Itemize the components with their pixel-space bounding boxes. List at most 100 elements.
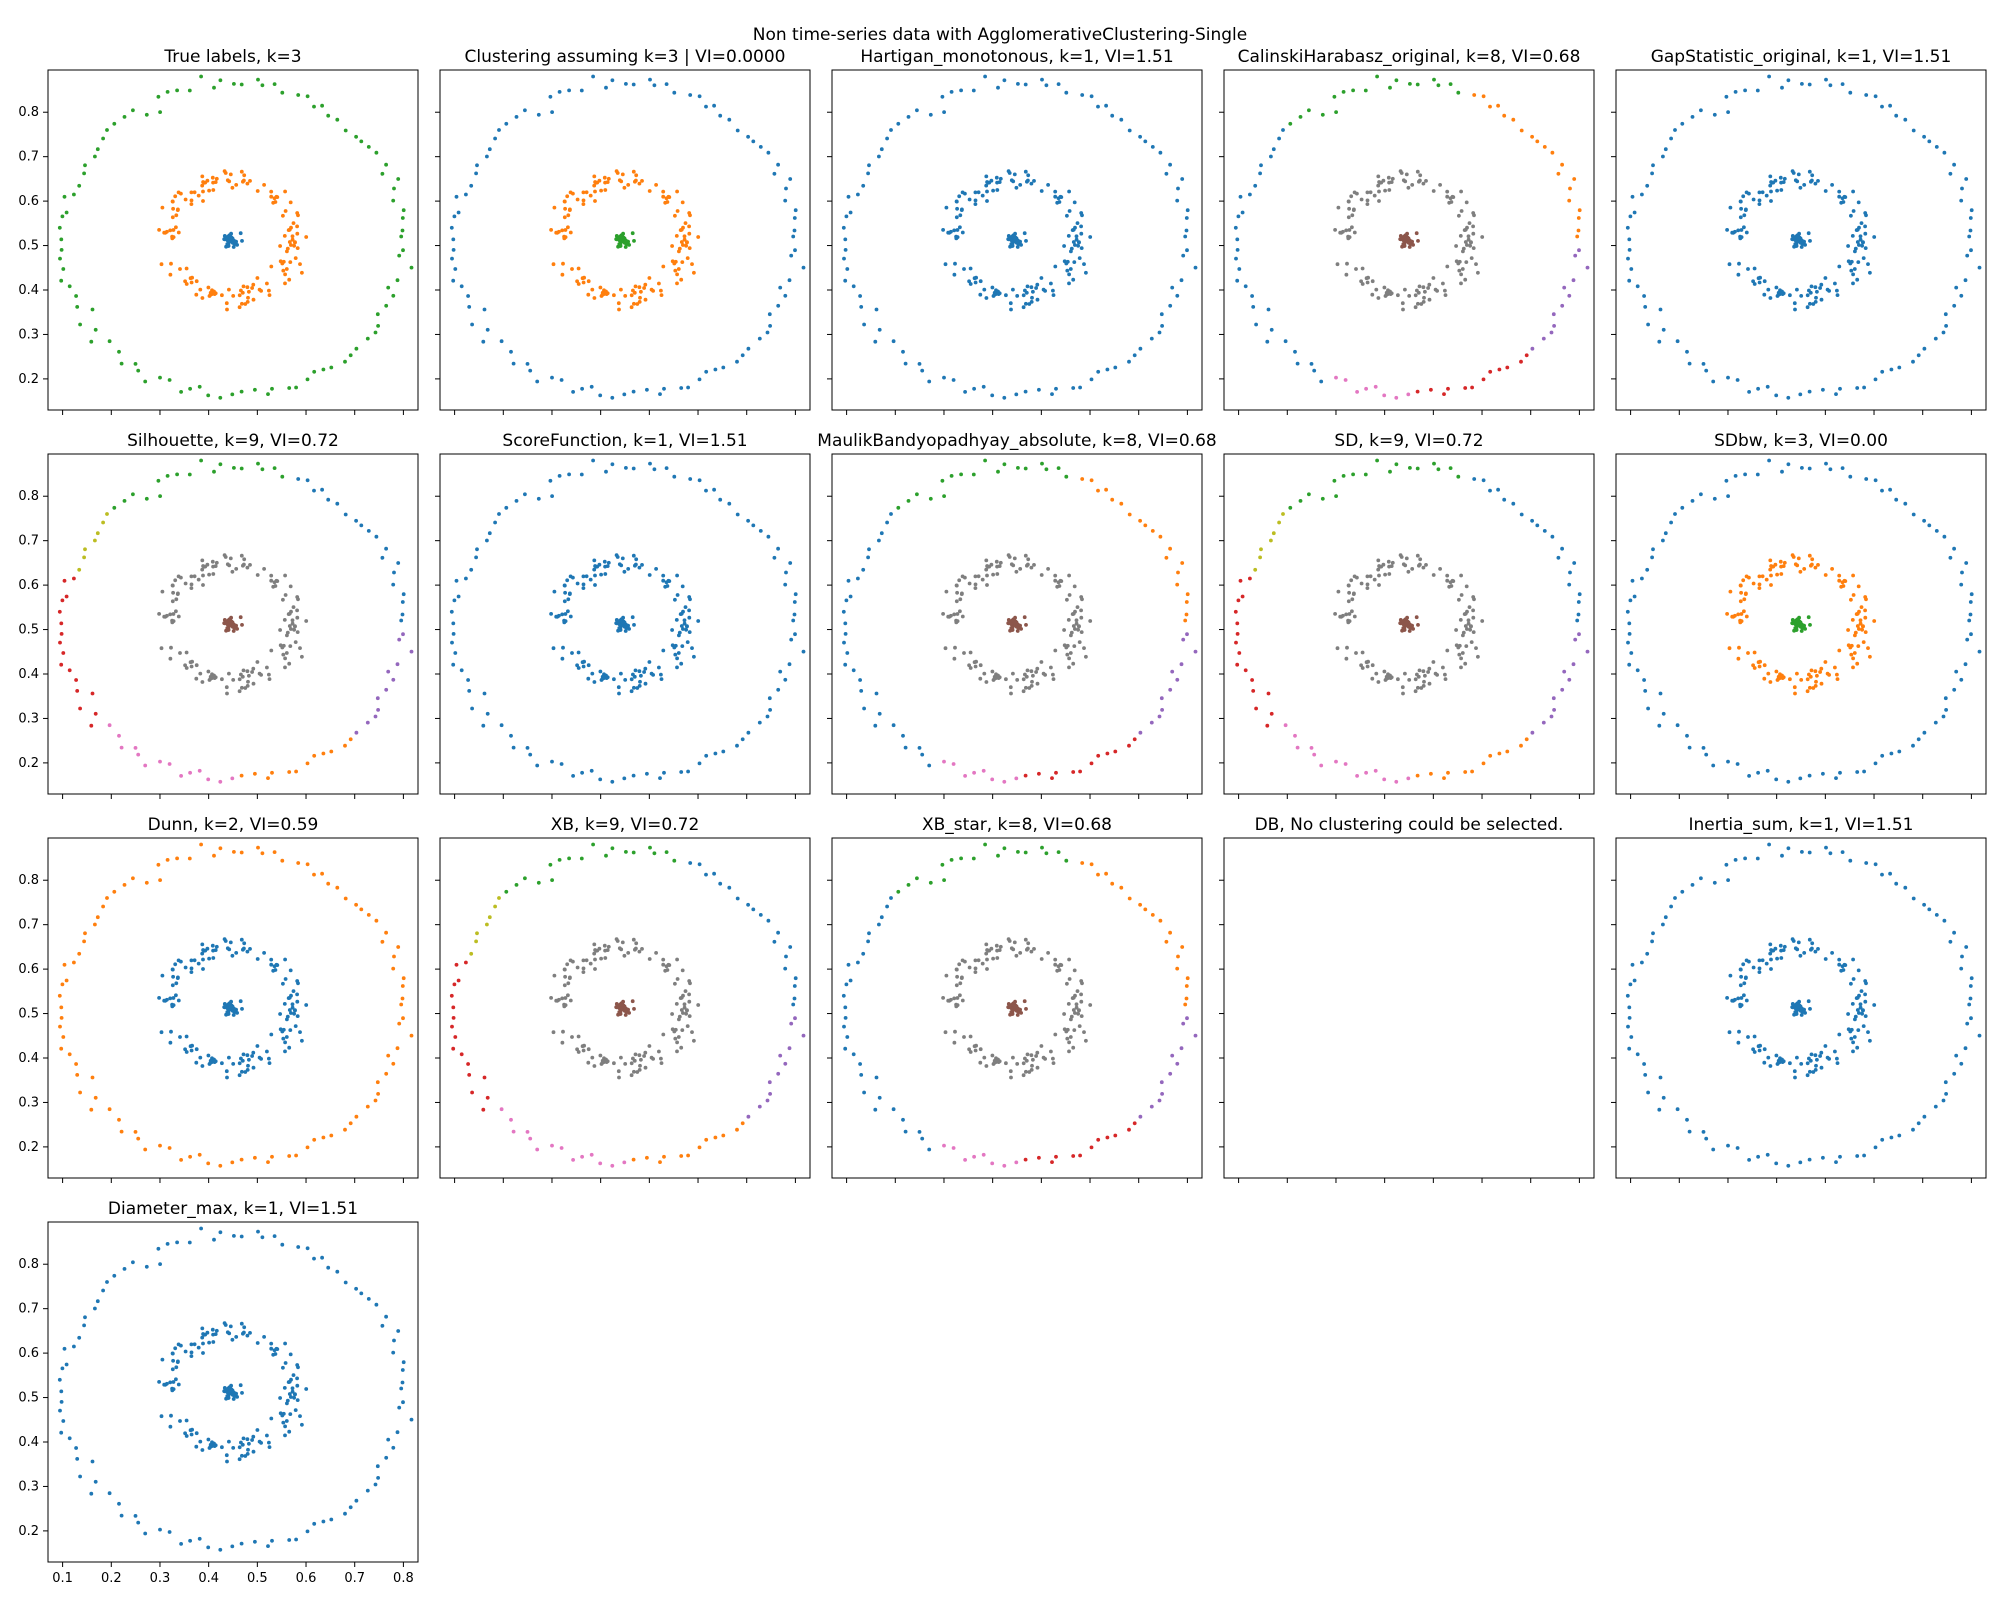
data-point xyxy=(1807,389,1812,394)
data-point xyxy=(1965,637,1970,642)
data-point xyxy=(1480,619,1485,623)
data-point xyxy=(250,286,255,290)
data-point xyxy=(1044,83,1049,88)
data-point xyxy=(1669,520,1673,525)
data-point xyxy=(842,256,846,261)
data-point xyxy=(122,115,127,119)
data-point xyxy=(1738,236,1743,241)
data-point xyxy=(260,467,265,472)
data-point xyxy=(294,1153,298,1158)
data-point xyxy=(1021,677,1026,682)
data-point xyxy=(270,386,274,391)
data-point xyxy=(194,663,199,668)
data-point xyxy=(1863,595,1868,599)
data-point xyxy=(862,1090,866,1095)
data-point xyxy=(1030,1063,1034,1068)
data-point xyxy=(1977,265,1982,270)
data-point xyxy=(255,1428,260,1432)
data-point xyxy=(1461,633,1465,638)
data-point xyxy=(1443,677,1448,681)
data-point xyxy=(230,953,235,958)
axes-frame xyxy=(1223,69,1595,411)
data-point xyxy=(470,1090,474,1095)
data-point xyxy=(158,494,163,498)
data-point xyxy=(973,280,978,285)
data-point xyxy=(1736,656,1741,661)
data-point xyxy=(1747,1158,1751,1162)
data-point xyxy=(285,1401,289,1406)
data-point xyxy=(1650,555,1654,560)
data-point xyxy=(296,477,301,481)
data-point xyxy=(1376,567,1381,572)
data-point xyxy=(453,651,458,655)
data-point xyxy=(1815,673,1819,678)
data-point xyxy=(1077,624,1081,629)
data-point xyxy=(1724,478,1729,483)
data-point xyxy=(579,472,584,477)
data-point xyxy=(675,656,679,661)
data-point xyxy=(1756,386,1760,391)
data-point xyxy=(1080,477,1085,481)
data-point xyxy=(240,301,244,306)
data-point xyxy=(1733,90,1738,94)
data-point xyxy=(1251,689,1256,693)
axes-frame xyxy=(1223,837,1595,1179)
data-point xyxy=(787,1046,792,1051)
data-point xyxy=(998,176,1003,181)
data-point xyxy=(1064,645,1069,650)
data-point xyxy=(1757,586,1762,590)
data-point xyxy=(220,1061,224,1066)
data-point xyxy=(1445,648,1450,653)
data-point xyxy=(278,1012,282,1016)
data-point xyxy=(267,1440,271,1445)
data-point xyxy=(687,231,692,236)
data-point xyxy=(1368,190,1373,195)
data-point xyxy=(1350,213,1355,218)
data-point xyxy=(1454,628,1458,632)
data-point xyxy=(218,395,223,400)
data-point xyxy=(610,779,615,784)
data-point xyxy=(1359,197,1364,202)
data-point xyxy=(688,477,693,481)
data-point xyxy=(1650,939,1654,944)
data-point xyxy=(239,1234,244,1239)
data-point xyxy=(1065,652,1070,657)
data-point xyxy=(240,685,244,690)
data-point xyxy=(354,730,359,735)
data-point xyxy=(511,1129,516,1134)
data-point xyxy=(1651,931,1655,936)
data-point xyxy=(632,623,636,627)
data-point xyxy=(1728,973,1733,978)
data-point xyxy=(1035,297,1040,302)
data-point xyxy=(1429,387,1433,392)
data-point xyxy=(1014,392,1019,397)
data-point xyxy=(343,896,348,901)
data-point xyxy=(1443,293,1448,297)
data-point xyxy=(1035,1065,1040,1070)
data-point xyxy=(380,555,385,560)
data-point xyxy=(171,228,176,232)
data-point xyxy=(1743,88,1747,93)
data-point xyxy=(474,555,478,560)
data-point xyxy=(1963,662,1968,667)
data-point xyxy=(77,183,82,188)
data-point xyxy=(1855,240,1860,244)
data-point xyxy=(232,1234,236,1238)
panels-group: True labels, k=30.20.30.40.50.60.70.8Clu… xyxy=(18,47,1987,1586)
data-point xyxy=(1023,553,1028,558)
data-point xyxy=(675,272,679,277)
data-point xyxy=(680,644,685,648)
data-point xyxy=(958,993,962,998)
data-point xyxy=(304,1003,309,1007)
data-point xyxy=(1807,288,1811,293)
data-point xyxy=(713,1135,718,1140)
data-point xyxy=(1838,770,1842,775)
data-point xyxy=(239,672,243,677)
data-point xyxy=(940,478,945,483)
data-point xyxy=(384,1071,389,1076)
data-point xyxy=(1813,1068,1818,1072)
data-point xyxy=(1132,353,1137,358)
data-point xyxy=(767,696,772,701)
data-point xyxy=(955,206,959,211)
data-point xyxy=(963,191,967,196)
